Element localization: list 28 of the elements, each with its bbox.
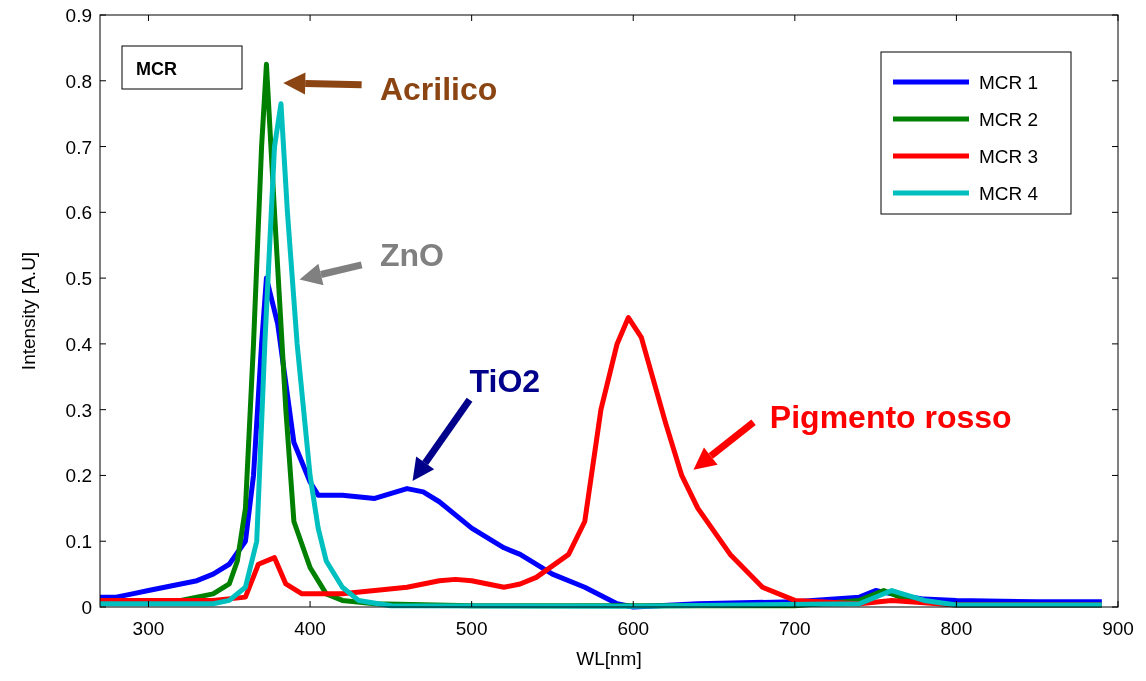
x-tick-label: 300 [132, 618, 165, 639]
y-tick-label: 0.8 [65, 70, 92, 92]
y-tick-label: 0.1 [65, 531, 92, 553]
x-axis-title: WL[nm] [576, 648, 642, 669]
text-box: MCR [121, 45, 243, 90]
legend-label: MCR 1 [979, 72, 1039, 93]
x-tick-label: 500 [455, 618, 488, 639]
y-axis-title: Intensity [A.U] [18, 251, 39, 371]
x-tick-label: 700 [778, 618, 811, 639]
y-tick-label: 0.9 [65, 5, 92, 26]
y-tick-label: 0.3 [65, 399, 92, 421]
annotation: Pigmento rosso [769, 399, 1012, 436]
annotation: TiO2 [469, 363, 541, 400]
annotation: Acrilico [379, 71, 498, 108]
y-tick-label: 0.7 [65, 136, 92, 158]
x-tick-label: 900 [1102, 618, 1134, 639]
legend-label: MCR 4 [979, 183, 1039, 204]
x-tick-label: 600 [617, 618, 650, 639]
y-tick-label: 0.4 [65, 333, 93, 355]
legend-label: MCR 3 [979, 146, 1039, 167]
y-tick-label: 0.5 [65, 268, 92, 290]
y-tick-label: 0.2 [65, 465, 92, 487]
x-tick-label: 800 [940, 618, 973, 639]
y-tick-label: 0 [81, 597, 92, 618]
x-tick-label: 400 [294, 618, 326, 639]
y-tick-label: 0.6 [65, 202, 92, 224]
legend-label: MCR 2 [979, 109, 1039, 130]
annotation: ZnO [379, 237, 444, 274]
